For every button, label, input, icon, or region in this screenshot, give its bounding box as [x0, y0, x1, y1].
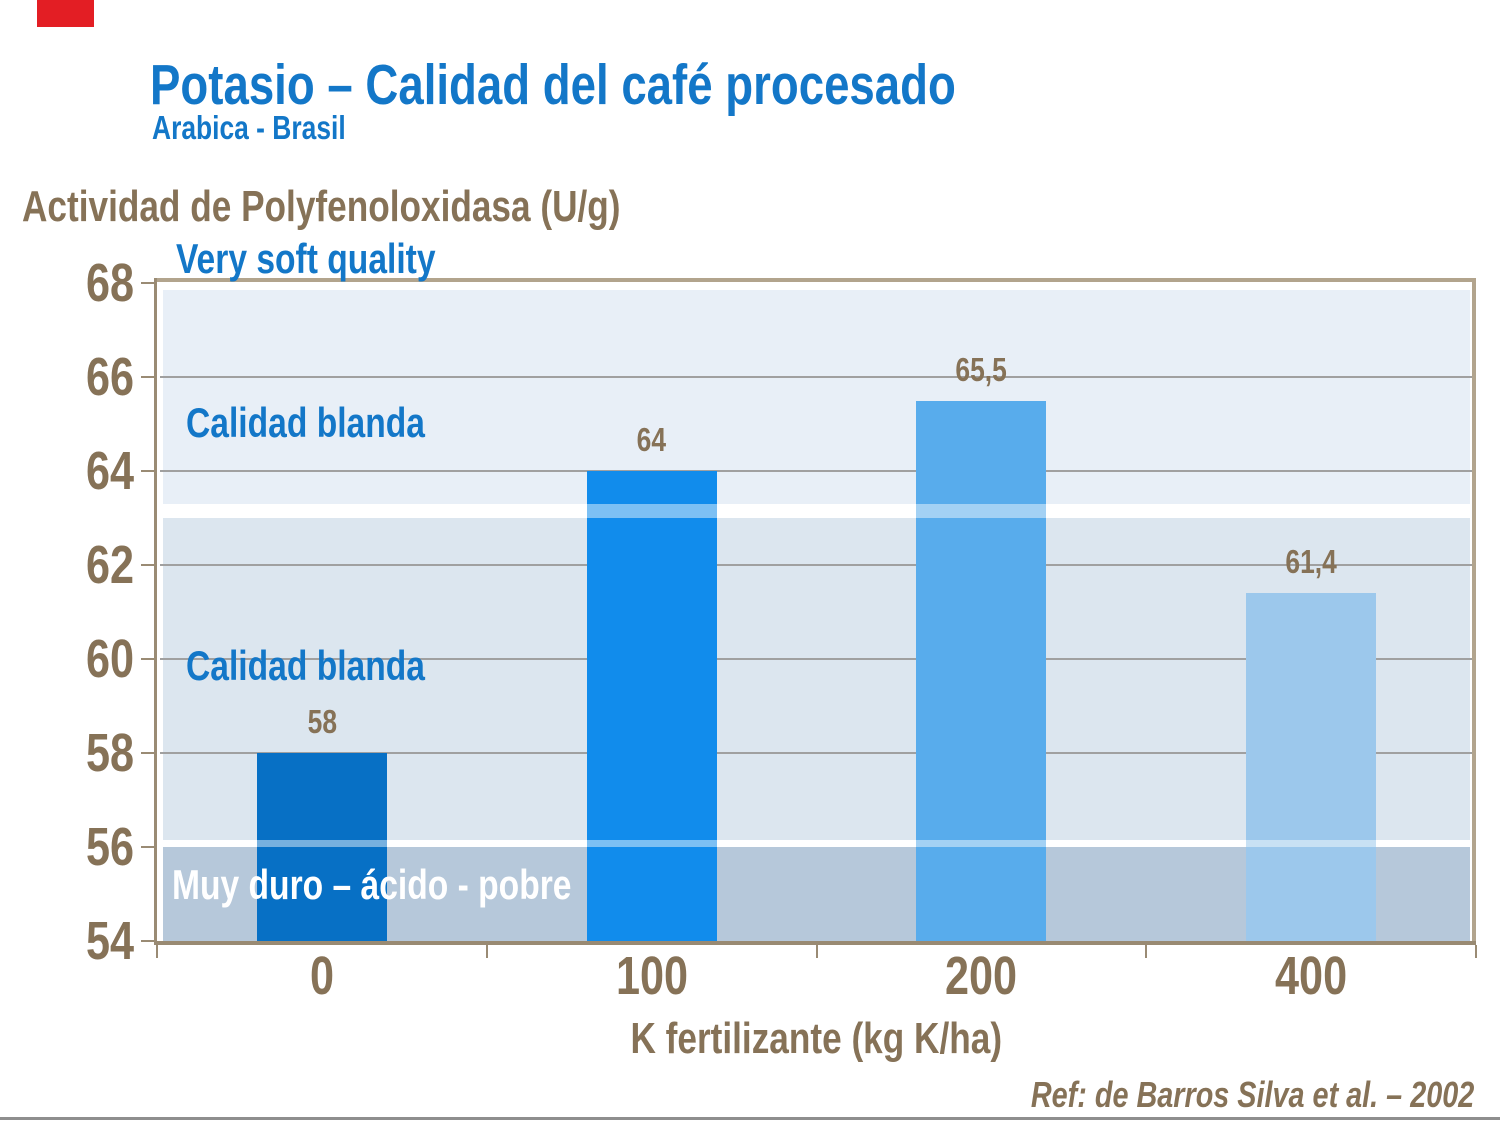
x-axis-tick [156, 945, 158, 958]
bar-value-label-text: 64 [636, 421, 667, 458]
gridline [160, 470, 1472, 472]
x-tick-label-text: 400 [1275, 946, 1348, 1006]
quality-zone-label-text: Calidad blanda [186, 399, 425, 446]
y-tick-label-text: 68 [85, 253, 134, 313]
reference-text-inner: Ref: de Barros Silva et al. – 2002 [1030, 1074, 1474, 1115]
y-axis-line [154, 278, 157, 945]
y-tick-label: 56 [38, 817, 134, 877]
y-tick-label: 62 [38, 535, 134, 595]
red-accent-bar [37, 0, 94, 27]
x-tick-label: 400 [1201, 946, 1421, 1006]
y-tick-label: 66 [38, 347, 134, 407]
y-tick-label-text: 62 [85, 535, 134, 595]
x-tick-label: 0 [212, 946, 432, 1006]
y-axis-tick [141, 470, 157, 472]
y-axis-tick [141, 940, 157, 942]
plot-right-border [1472, 278, 1476, 945]
bar-value-label: 65,5 [881, 350, 1081, 388]
quality-zone-label-text: Very soft quality [176, 235, 436, 282]
x-tick-label-text: 0 [309, 946, 334, 1006]
x-tick-label: 100 [542, 946, 762, 1006]
bar [916, 400, 1047, 941]
x-axis-tick [1145, 945, 1148, 958]
y-axis-tick [141, 376, 157, 378]
gridline [160, 564, 1472, 566]
quality-band [163, 290, 1470, 504]
y-tick-label-text: 66 [85, 347, 134, 407]
y-axis-tick [141, 658, 157, 660]
x-axis-tick [815, 945, 818, 958]
quality-zone-label-text: Calidad blanda [186, 642, 425, 689]
y-axis-tick [141, 752, 157, 754]
bar-value-label-text: 65,5 [955, 350, 1008, 388]
x-tick-label-text: 200 [945, 946, 1018, 1006]
bar [256, 753, 387, 941]
gridline [160, 752, 1472, 754]
quality-zone-label: Very soft quality [176, 238, 500, 280]
y-tick-label: 58 [38, 723, 134, 783]
y-tick-label: 64 [38, 441, 134, 501]
gridline [160, 376, 1472, 378]
x-tick-label: 200 [871, 946, 1091, 1006]
y-tick-label-text: 60 [85, 629, 134, 689]
quality-zone-label: Calidad blanda [186, 402, 485, 444]
x-axis-title: K fertilizante (kg K/ha) [466, 1014, 1166, 1064]
quality-zone-label: Muy duro – ácido - pobre [172, 864, 671, 906]
slide-title-text: Potasio – Calidad del café procesado [150, 53, 956, 117]
plot-top-border [157, 278, 1476, 282]
zone-separator-strip [163, 503, 1470, 518]
bar-value-label-text: 61,4 [1285, 543, 1337, 581]
bar-value-label: 64 [552, 423, 752, 457]
x-axis-title-text: K fertilizante (kg K/ha) [630, 1014, 1002, 1063]
y-axis-tick [141, 846, 157, 848]
bar-value-label: 61,4 [1211, 545, 1411, 579]
bar [586, 471, 717, 941]
bar [1246, 593, 1377, 941]
y-tick-label: 68 [38, 253, 134, 313]
y-tick-label: 54 [38, 911, 134, 971]
quality-zone-label-text: Muy duro – ácido - pobre [172, 861, 572, 908]
y-tick-label-text: 56 [85, 817, 134, 877]
slide-title: Potasio – Calidad del café procesado [150, 53, 1157, 117]
y-axis-tick [141, 282, 157, 284]
x-axis-tick [485, 945, 488, 958]
x-axis-line [154, 941, 1476, 945]
slide-subtitle: Arabica - Brasil [152, 109, 394, 146]
y-tick-label: 60 [38, 629, 134, 689]
y-tick-label-text: 58 [85, 723, 134, 783]
y-axis-title-text: Actividad de Polyfenoloxidasa (U/g) [22, 182, 621, 231]
footer-rule [0, 1117, 1500, 1120]
quality-zone-label: Calidad blanda [186, 645, 485, 687]
y-axis-tick [141, 564, 157, 566]
bar-value-label-text: 58 [307, 703, 337, 740]
zone-separator-strip [163, 839, 1470, 847]
y-tick-label-text: 54 [85, 911, 134, 971]
x-tick-label-text: 100 [615, 946, 688, 1006]
bar-value-label: 58 [222, 705, 422, 739]
y-axis-title: Actividad de Polyfenoloxidasa (U/g) [22, 182, 770, 231]
x-axis-tick [1475, 945, 1477, 958]
y-tick-label-text: 64 [85, 441, 134, 501]
gridline [160, 658, 1472, 660]
slide-subtitle-text: Arabica - Brasil [152, 109, 346, 146]
reference-text: Ref: de Barros Silva et al. – 2002 [920, 1074, 1474, 1116]
